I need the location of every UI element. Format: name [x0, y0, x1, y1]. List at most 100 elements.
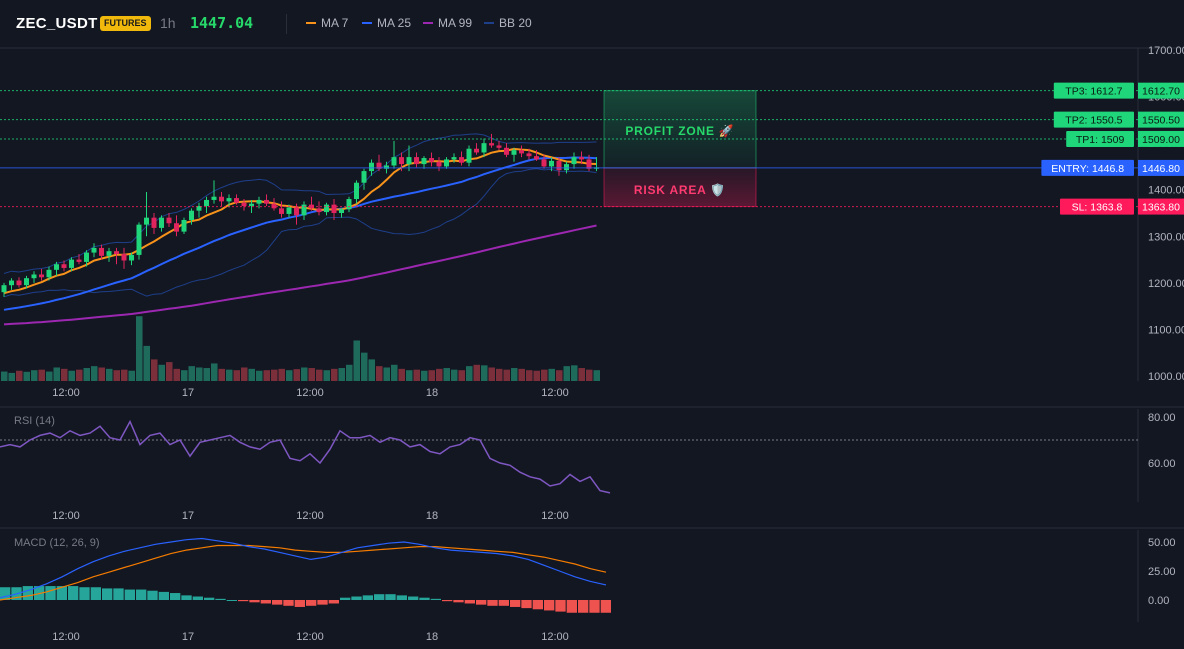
candle — [474, 143, 479, 155]
macd-signal-line — [0, 544, 607, 601]
volume-bar — [121, 369, 128, 381]
time-tick-label-macd: 12:00 — [541, 631, 569, 643]
volume-bar — [16, 370, 23, 381]
candle — [376, 154, 382, 172]
candle — [256, 196, 262, 209]
candle-body — [474, 148, 479, 153]
rsi-line — [0, 419, 611, 494]
candle — [271, 198, 277, 211]
candle-body — [1, 285, 7, 293]
candle — [1, 282, 7, 297]
candle — [219, 192, 224, 207]
volume-bar — [256, 370, 263, 381]
volume-bar — [496, 368, 503, 381]
macd-histogram-bar — [306, 600, 317, 606]
macd-histogram-bar — [476, 600, 487, 605]
candle-body — [339, 209, 344, 213]
volume-bar — [128, 370, 135, 381]
macd-histogram-bar — [22, 586, 33, 600]
candle — [459, 151, 464, 166]
time-tick-label-rsi: 12:00 — [52, 510, 80, 522]
legend-ma99-label: MA 99 — [438, 16, 473, 30]
volume-bar — [533, 370, 540, 381]
legend-ma99[interactable]: MA 99 — [423, 16, 472, 30]
candle — [579, 151, 584, 165]
macd-histogram-bar — [147, 590, 158, 600]
candle-body — [579, 157, 584, 160]
price-tick-label: 1100.00 — [1148, 324, 1184, 336]
candle-body — [571, 157, 577, 165]
volume-bar — [428, 370, 435, 381]
volume-bar — [473, 364, 480, 381]
volume-bars — [1, 316, 600, 381]
level-tag-tp2 — [1053, 111, 1134, 128]
candle-body — [504, 147, 509, 155]
candle — [61, 260, 67, 272]
candle — [339, 208, 344, 218]
bollinger-lower-line — [3, 168, 597, 298]
volume-bar — [113, 370, 120, 381]
candle-body — [9, 280, 14, 286]
price-tick-label: 1300.00 — [1148, 231, 1184, 243]
candle-body — [136, 224, 142, 255]
macd-histogram-bar — [204, 597, 215, 600]
volume-bar — [323, 370, 330, 381]
symbol-name[interactable]: ZEC_USDT — [16, 15, 98, 32]
candle-body — [219, 196, 224, 202]
candle-body — [406, 157, 412, 165]
volume-bar — [578, 368, 585, 381]
legend-ma25[interactable]: MA 25 — [362, 16, 411, 30]
candle-body — [181, 219, 187, 232]
volume-bar — [61, 368, 68, 381]
price-tick-label: 1400.00 — [1148, 185, 1184, 197]
volume-bar — [391, 364, 398, 381]
level-tag-label: ENTRY: 1446.8 — [1051, 163, 1124, 175]
volume-bar — [353, 340, 360, 381]
volume-bar — [23, 371, 30, 381]
candle — [534, 150, 539, 161]
macd-histogram-bar — [192, 596, 203, 600]
time-tick-label-macd: 12:00 — [52, 631, 80, 643]
volume-bar — [53, 367, 60, 381]
candle — [541, 154, 547, 169]
volume-bar — [338, 368, 345, 381]
legend-bb20[interactable]: BB 20 — [484, 16, 532, 30]
candle-body — [391, 157, 397, 166]
candle — [136, 222, 142, 260]
volume-bar — [271, 369, 278, 381]
level-price-label: 1550.50 — [1142, 115, 1180, 127]
interval-selector[interactable]: 1h — [160, 15, 176, 31]
volume-bar — [203, 368, 210, 381]
level-price-label: 1446.80 — [1142, 163, 1180, 175]
macd-histogram-bar — [294, 600, 305, 607]
volume-bar — [8, 372, 15, 381]
volume-bar — [286, 370, 293, 381]
candlesticks — [1, 133, 599, 297]
volume-bar — [106, 368, 113, 381]
price-tick-label: 1700.00 — [1148, 45, 1184, 57]
candle — [406, 145, 412, 172]
volume-bar — [1, 371, 8, 381]
candle-body — [204, 199, 209, 207]
macd-histogram-bar — [45, 586, 56, 600]
level-tag-tp3 — [1053, 82, 1134, 99]
candle-body — [556, 160, 562, 171]
candle — [279, 201, 284, 218]
macd-histogram-bar — [408, 596, 419, 600]
level-tag-tp1 — [1066, 130, 1134, 147]
level-price-tag-tp2 — [1138, 111, 1184, 128]
legend-ma7[interactable]: MA 7 — [306, 16, 348, 30]
candle — [196, 202, 202, 218]
candle — [121, 247, 127, 269]
candle — [316, 201, 322, 216]
time-tick-label-main: 12:00 — [296, 387, 324, 399]
volume-bar — [173, 368, 180, 381]
candle-body — [369, 162, 374, 172]
level-tag-label: TP2: 1550.5 — [1065, 115, 1122, 127]
candle-body — [541, 159, 547, 167]
candle-body — [519, 150, 524, 154]
candle — [114, 247, 119, 265]
candle-body — [91, 247, 97, 253]
volume-bar — [443, 368, 450, 381]
